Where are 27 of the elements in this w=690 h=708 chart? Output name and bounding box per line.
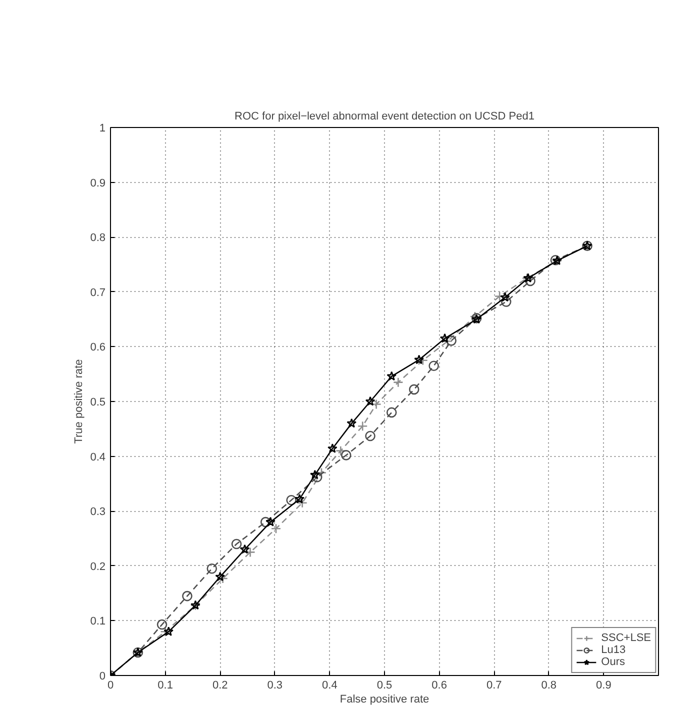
y-tick-label: 0.6	[90, 342, 106, 354]
y-tick-label: 0	[99, 670, 106, 682]
y-tick-label: 0.4	[90, 451, 106, 464]
y-tick-label: 0.7	[90, 286, 106, 299]
x-tick-label: 0.8	[541, 680, 557, 692]
y-tick-label: 0.9	[90, 177, 106, 190]
x-axis-title: False positive rate	[340, 694, 430, 706]
x-tick-label: 0.6	[432, 680, 447, 692]
x-tick-label: 0	[107, 680, 114, 692]
legend-label: Lu13	[601, 644, 626, 656]
y-tick-label: 0.1	[90, 616, 106, 628]
x-tick-label: 0.7	[486, 680, 502, 692]
y-tick-label: 1	[99, 122, 106, 134]
y-axis-title: True positive rate	[73, 359, 86, 444]
y-tick-label: 0.2	[90, 560, 106, 573]
x-tick-label: 0.1	[158, 680, 173, 692]
legend-label: Ours	[601, 656, 625, 668]
x-tick-label: 0.2	[212, 680, 228, 692]
y-tick-label: 0.5	[90, 396, 106, 408]
legend-label: SSC+LSE	[601, 632, 651, 644]
x-tick-label: 0.9	[596, 680, 612, 692]
y-tick-label: 0.8	[90, 232, 106, 244]
x-tick-label: 0.5	[376, 680, 392, 692]
chart-title: ROC for pixel−level abnormal event detection on UCSD Ped1	[234, 110, 534, 122]
x-tick-label: 0.4	[322, 680, 338, 692]
y-tick-label: 0.3	[90, 506, 106, 518]
x-tick-label: 0.3	[267, 680, 283, 692]
